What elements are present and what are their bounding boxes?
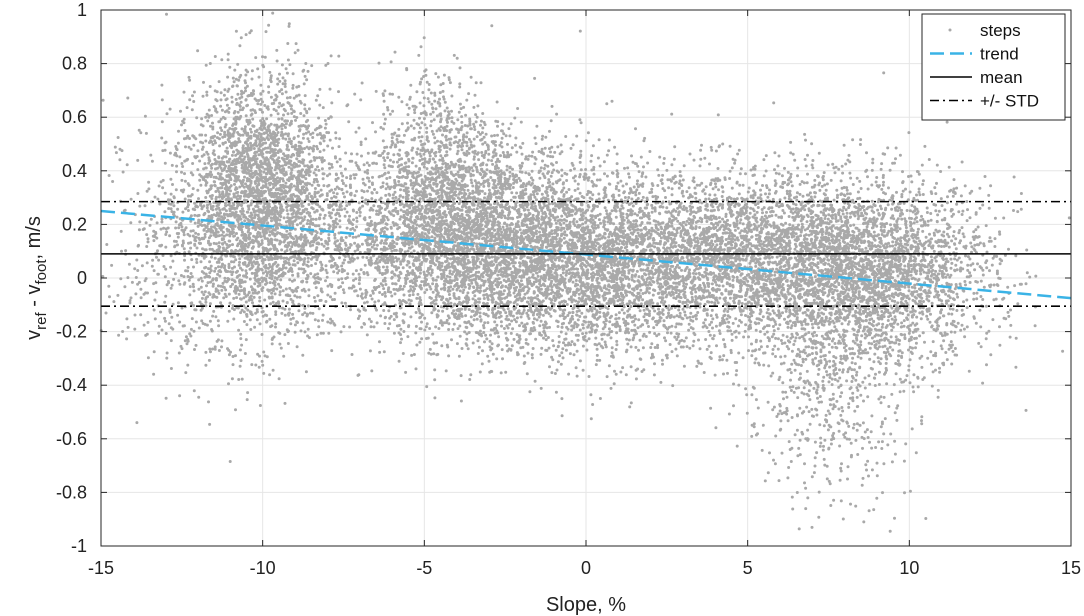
y-tick-label: -0.6 <box>56 429 87 449</box>
x-axis-label: Slope, % <box>546 594 626 616</box>
ticks-layer: -15 -10 -5 0 5 10 15 -1 -0.8 -0.6 -0.4 -0.2 0 0.2 0.4 0… <box>56 0 1081 578</box>
y-tick-label: -0.4 <box>56 375 87 395</box>
legend-swatch-steps <box>948 28 952 32</box>
x-tick-label: -10 <box>250 558 276 578</box>
scatter-points-layer <box>99 11 1071 533</box>
legend-label-trend: trend <box>980 45 1019 64</box>
legend-items: steps trend mean +/- STD <box>930 21 1039 111</box>
x-tick-label: 15 <box>1061 558 1081 578</box>
legend: steps trend mean +/- STD <box>921 13 1066 121</box>
y-tick-label: -0.2 <box>56 322 87 342</box>
y-tick-label: -1 <box>71 536 87 556</box>
y-axis-label-part: - v <box>23 285 45 313</box>
x-tick-label: -15 <box>88 558 114 578</box>
legend-box <box>921 13 1066 121</box>
y-axis-label: vref - vfoot, m/s <box>23 216 50 340</box>
x-tick-label: 5 <box>743 558 753 578</box>
legend-label-std: +/- STD <box>980 92 1039 111</box>
y-axis-label-part: ref <box>33 311 50 329</box>
y-tick-label: 1 <box>77 0 87 20</box>
scatter-points-steps <box>99 11 1071 533</box>
y-tick-label: 0.8 <box>62 54 87 74</box>
y-tick-label: 0.2 <box>62 214 87 234</box>
y-tick-label: 0.6 <box>62 107 87 127</box>
y-axis-label-part: v <box>23 330 45 340</box>
x-tick-label: 0 <box>581 558 591 578</box>
lines-layer <box>100 200 1072 307</box>
legend-label-mean: mean <box>980 68 1023 87</box>
y-axis-label-part: foot <box>33 259 50 285</box>
y-tick-label: 0.4 <box>62 161 87 181</box>
y-tick-label: -0.8 <box>56 482 87 502</box>
y-axis-label-part: , m/s <box>23 216 45 259</box>
legend-label-steps: steps <box>980 21 1021 40</box>
x-tick-label: 10 <box>899 558 919 578</box>
y-tick-label: 0 <box>77 268 87 288</box>
x-tick-label: -5 <box>416 558 432 578</box>
